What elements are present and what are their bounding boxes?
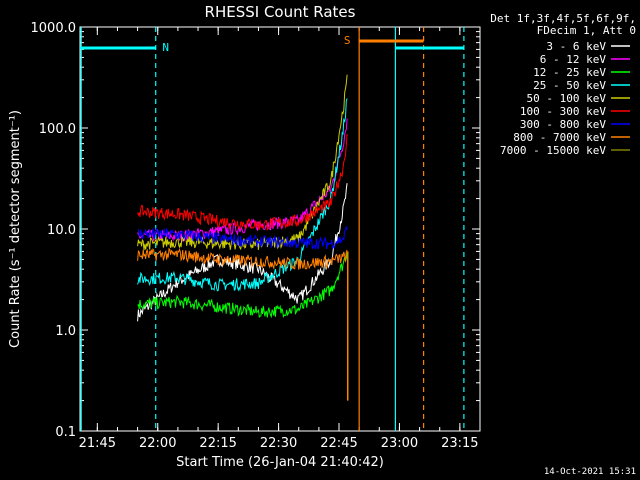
x-tick-label: 23:15 bbox=[441, 436, 478, 451]
x-tick-label: 22:00 bbox=[139, 436, 176, 451]
series-line-7 bbox=[137, 225, 348, 250]
legend-entry-label: 7000 - 15000 keV bbox=[500, 144, 606, 157]
legend-entry-label: 50 - 100 keV bbox=[527, 92, 607, 105]
x-tick-label: 22:15 bbox=[199, 436, 236, 451]
y-axis-label: Count Rate (s⁻¹ detector segment⁻¹) bbox=[8, 110, 23, 348]
legend-entry-label: 3 - 6 keV bbox=[546, 40, 606, 53]
y-tick-label: 1000.0 bbox=[31, 21, 77, 36]
y-tick-label: 10.0 bbox=[47, 223, 76, 238]
series-line-4 bbox=[137, 98, 348, 292]
legend-header-line: FDecim 1, Att 0 bbox=[537, 24, 636, 37]
legend-entry-label: 25 - 50 keV bbox=[533, 79, 606, 92]
legend-entry-label: 12 - 25 keV bbox=[533, 66, 606, 79]
x-tick-label: 22:45 bbox=[320, 436, 357, 451]
legend-entry-label: 6 - 12 keV bbox=[540, 53, 607, 66]
legend-entry-label: 100 - 300 keV bbox=[520, 105, 606, 118]
x-axis-label: Start Time (26-Jan-04 21:40:42) bbox=[176, 455, 384, 470]
series-line-3 bbox=[137, 252, 348, 319]
night-flag-label: N bbox=[162, 41, 169, 54]
x-tick-label: 21:45 bbox=[79, 436, 116, 451]
x-tick-label: 23:00 bbox=[381, 436, 418, 451]
y-tick-label: 100.0 bbox=[39, 122, 76, 137]
plot-frame bbox=[79, 26, 481, 432]
legend-entry-label: 800 - 7000 keV bbox=[513, 131, 606, 144]
series-line-8 bbox=[137, 247, 348, 270]
footer-timestamp: 14-Oct-2021 15:31 bbox=[544, 467, 636, 477]
y-tick-label: 0.1 bbox=[55, 425, 76, 440]
legend-entry-label: 300 - 800 keV bbox=[520, 118, 606, 131]
series-line-6 bbox=[137, 133, 348, 231]
saa-flag-label: S bbox=[344, 34, 351, 47]
chart-title: RHESSI Count Rates bbox=[205, 3, 356, 21]
legend-header-line: Det 1f,3f,4f,5f,6f,9f, bbox=[490, 12, 636, 25]
series-line-1 bbox=[137, 183, 348, 322]
y-tick-label: 1.0 bbox=[55, 324, 76, 339]
x-tick-label: 22:30 bbox=[260, 436, 297, 451]
series-line-2 bbox=[137, 118, 348, 244]
